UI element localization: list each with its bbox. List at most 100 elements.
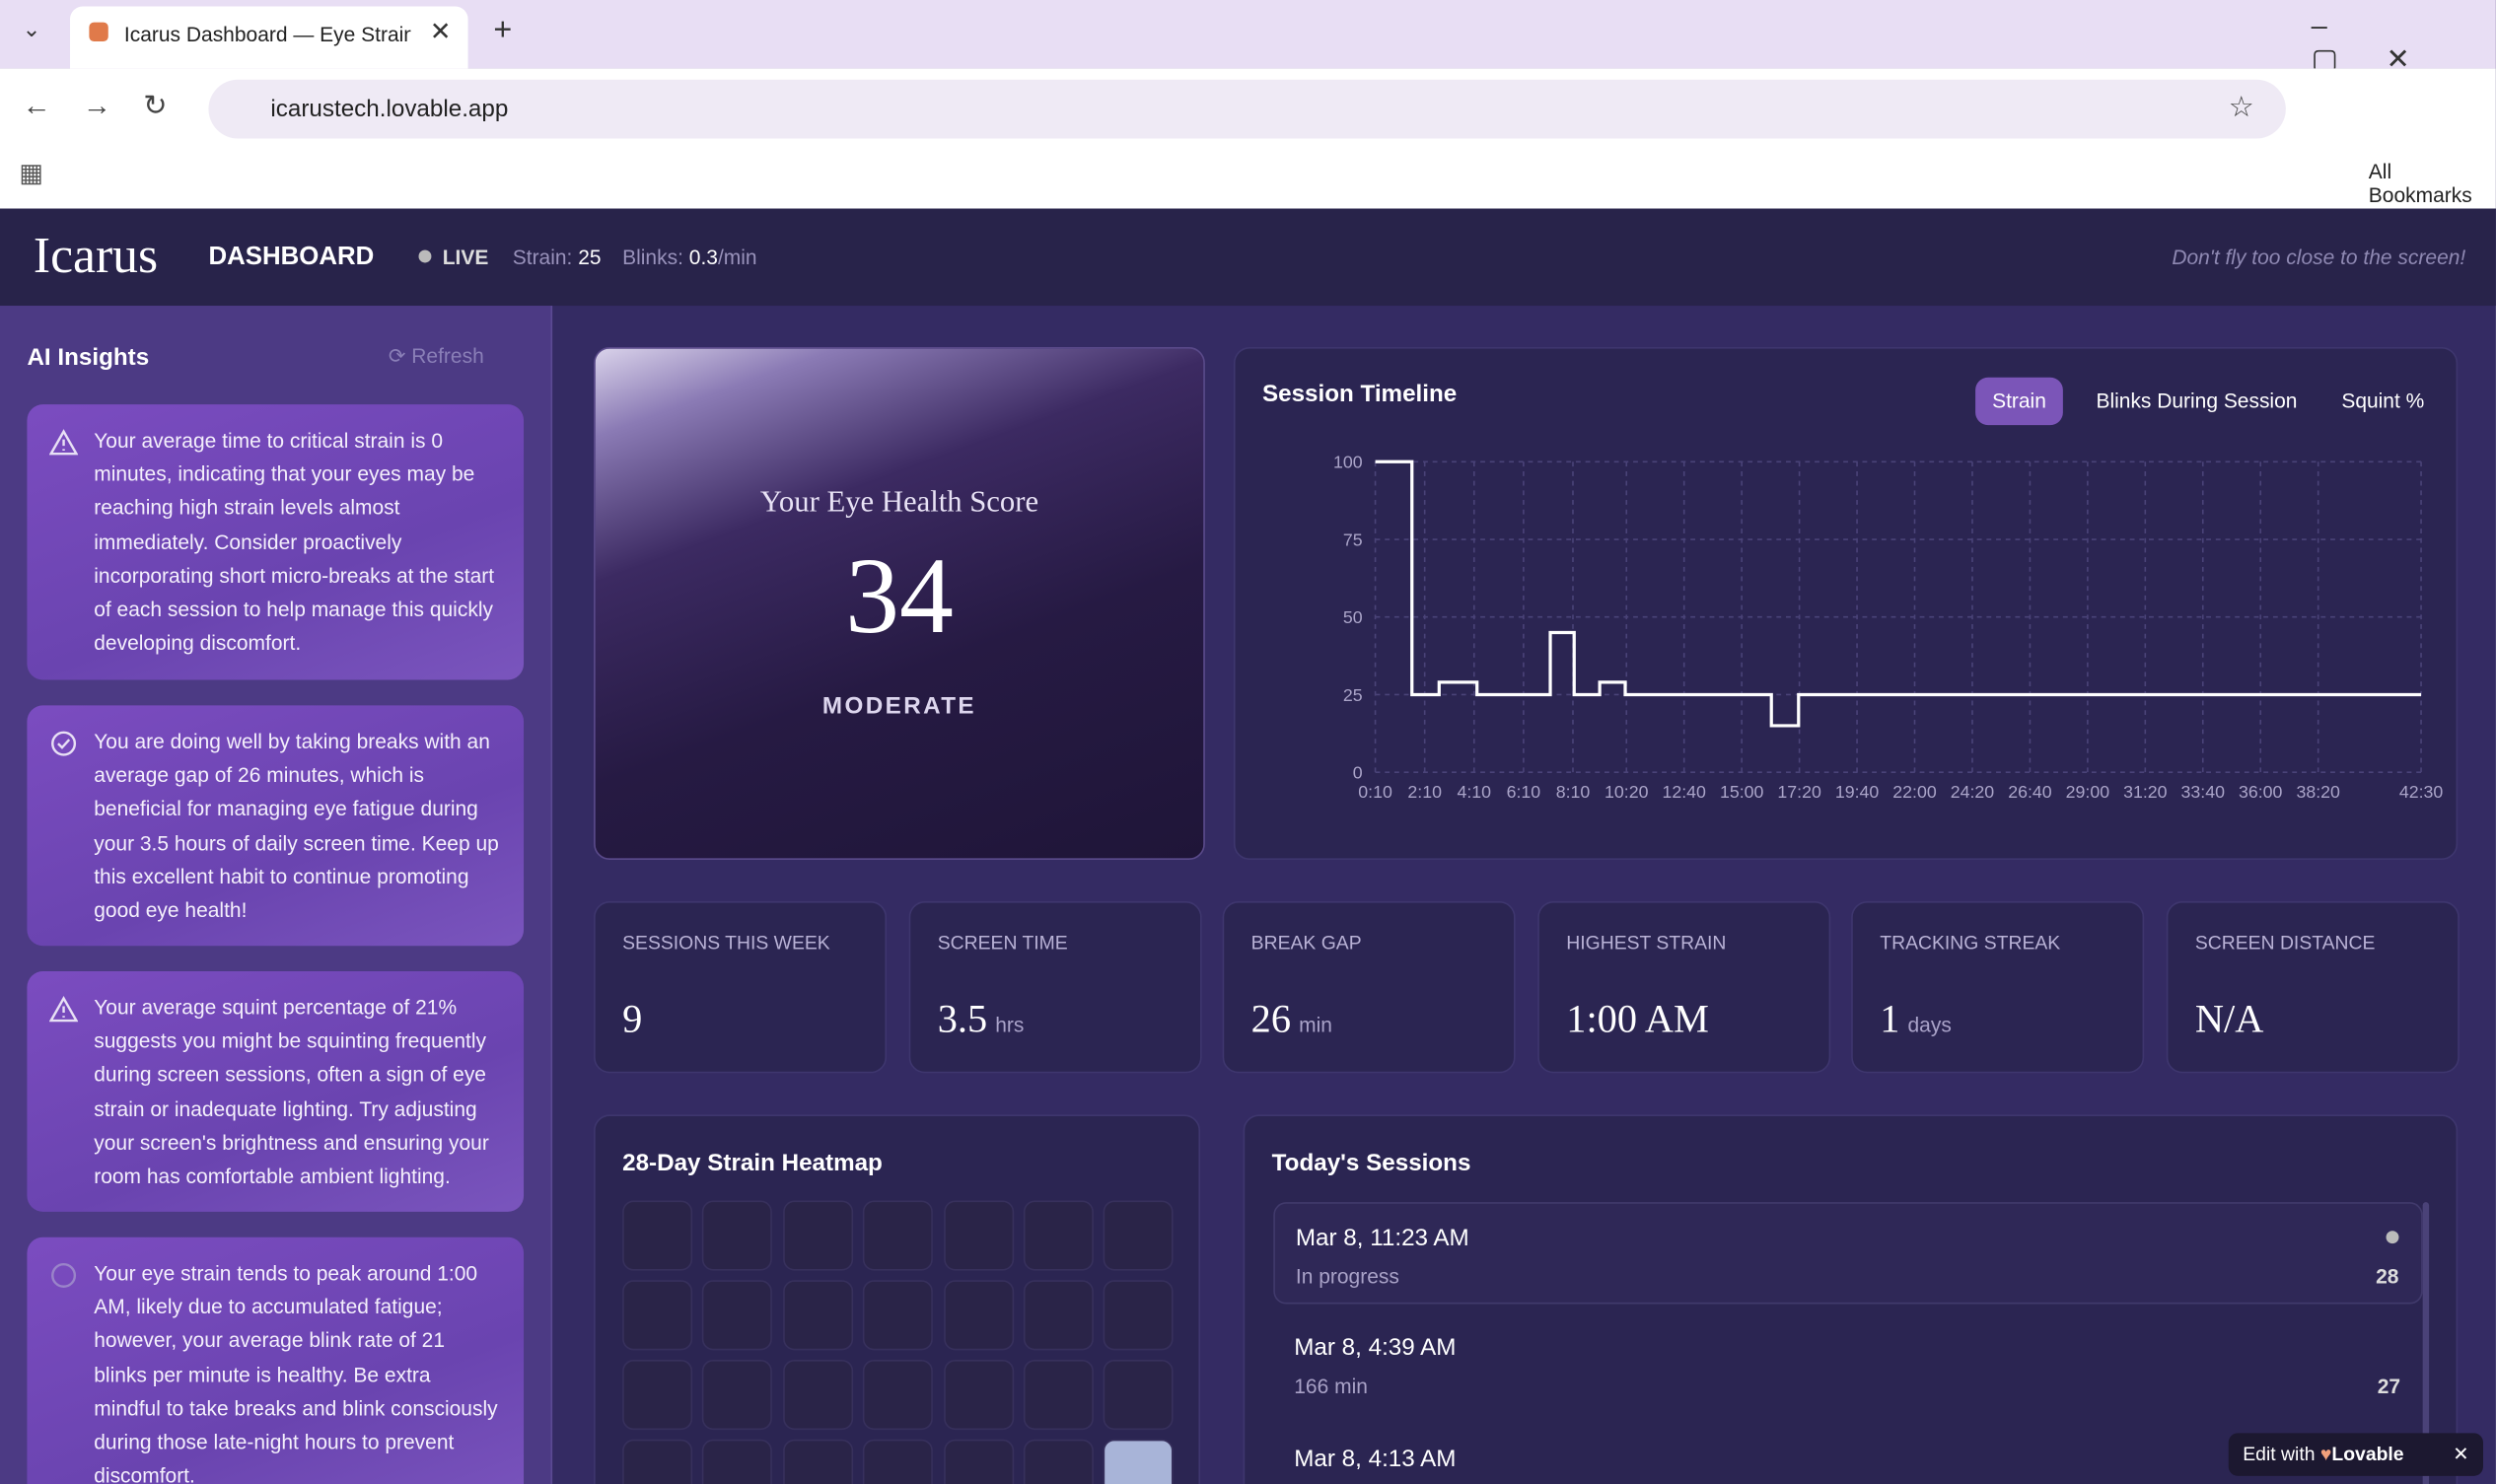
strain-label: Strain: bbox=[512, 245, 573, 269]
heatmap-cell[interactable] bbox=[702, 1200, 773, 1271]
x-tick-label: 24:20 bbox=[1951, 782, 1995, 802]
stat-card: SCREEN DISTANCE N/A bbox=[2166, 900, 2460, 1074]
heatmap-cell[interactable] bbox=[702, 1439, 773, 1484]
heatmap-cell[interactable] bbox=[943, 1360, 1014, 1431]
strain-value: 25 bbox=[578, 245, 602, 269]
x-tick-label: 15:00 bbox=[1720, 782, 1764, 802]
tab-close[interactable]: ✕ bbox=[429, 19, 452, 46]
heatmap-cell[interactable] bbox=[622, 1200, 693, 1271]
stat-number: 26 bbox=[1250, 998, 1292, 1042]
heatmap-cell[interactable] bbox=[1104, 1280, 1175, 1351]
session-time: Mar 8, 4:13 AM bbox=[1294, 1446, 1457, 1473]
tab[interactable] bbox=[70, 6, 468, 69]
heatmap-cell[interactable] bbox=[1023, 1439, 1094, 1484]
bookmarks[interactable]: All Bookmarks bbox=[2368, 159, 2472, 207]
heatmap-cell[interactable] bbox=[1023, 1360, 1094, 1431]
heatmap-cell[interactable] bbox=[943, 1280, 1014, 1351]
x-tick-label: 29:00 bbox=[2066, 782, 2110, 802]
stat-label: TRACKING STREAK bbox=[1880, 931, 2061, 954]
insight-card: Your average time to critical strain is … bbox=[27, 404, 525, 680]
favicon bbox=[89, 22, 108, 41]
heatmap-cell[interactable] bbox=[1023, 1280, 1094, 1351]
heatmap-cell[interactable] bbox=[782, 1280, 853, 1351]
heatmap-cell[interactable] bbox=[702, 1360, 773, 1431]
x-tick-label: 19:40 bbox=[1835, 782, 1880, 802]
y-tick-label: 50 bbox=[1343, 607, 1363, 627]
window-controls[interactable]: –▢✕ bbox=[2311, 9, 2459, 75]
chart-tab[interactable]: Squint % bbox=[2341, 389, 2424, 412]
apps-icon[interactable]: ▦ bbox=[19, 161, 43, 188]
heatmap-cell[interactable] bbox=[1104, 1200, 1175, 1271]
blinks-value: 0.3 bbox=[688, 245, 718, 269]
x-tick-label: 6:10 bbox=[1507, 782, 1541, 802]
heatmap-cell[interactable] bbox=[1023, 1200, 1094, 1271]
bookmark-star[interactable]: ☆ bbox=[2228, 91, 2254, 123]
stat-value: 9 bbox=[622, 998, 642, 1042]
x-tick-label: 12:40 bbox=[1663, 782, 1707, 802]
x-tick-label: 31:20 bbox=[2123, 782, 2168, 802]
nav-buttons[interactable]: ←→↻ bbox=[22, 89, 199, 121]
session-status: 166 min bbox=[1294, 1374, 1368, 1398]
new-tab[interactable]: + bbox=[493, 12, 513, 48]
stat-label: BREAK GAP bbox=[1250, 931, 1362, 954]
stat-unit: days bbox=[1907, 1013, 1952, 1037]
x-tick-label: 2:10 bbox=[1407, 782, 1442, 802]
strain-stat: Strain: 25 bbox=[513, 246, 602, 269]
blinks-stat: Blinks: 0.3/min bbox=[622, 246, 756, 269]
stat-card: SESSIONS THIS WEEK 9 bbox=[594, 900, 888, 1074]
heatmap-cell[interactable] bbox=[863, 1439, 934, 1484]
x-tick-label: 0:10 bbox=[1358, 782, 1392, 802]
stat-value: N/A bbox=[2195, 998, 2264, 1042]
stat-unit: min bbox=[1299, 1013, 1332, 1037]
heatmap-cell[interactable] bbox=[1104, 1360, 1175, 1431]
sessions-card: Today's Sessions Mar 8, 11:23 AM In progr… bbox=[1243, 1114, 2459, 1484]
stat-label: SCREEN TIME bbox=[937, 931, 1068, 954]
heatmap-cell[interactable] bbox=[863, 1360, 934, 1431]
heatmap-cell[interactable] bbox=[622, 1280, 693, 1351]
session-row[interactable]: Mar 8, 11:23 AM In progress 28 bbox=[1273, 1202, 2423, 1305]
logo[interactable]: Icarus bbox=[33, 226, 159, 284]
heatmap-cell[interactable] bbox=[782, 1360, 853, 1431]
heatmap-cell[interactable] bbox=[943, 1439, 1014, 1484]
stat-label: SESSIONS THIS WEEK bbox=[622, 931, 830, 954]
tab-active[interactable] bbox=[1975, 377, 2063, 426]
stat-value: 26 min bbox=[1251, 998, 1332, 1042]
lovable-badge[interactable]: Edit with ♥Lovable ✕ bbox=[2228, 1433, 2483, 1476]
url: icarustech.lovable.app bbox=[270, 95, 509, 123]
sessions-title: Today's Sessions bbox=[1271, 1149, 1471, 1177]
session-row[interactable]: Mar 8, 4:13 AM bbox=[1273, 1425, 2422, 1484]
badge-brand: Lovable bbox=[2331, 1443, 2404, 1465]
badge-text: Edit with bbox=[2243, 1443, 2316, 1465]
tab-title: Icarus Dashboard — Eye Strain bbox=[123, 22, 411, 46]
heatmap-cell[interactable] bbox=[1104, 1439, 1175, 1484]
y-tick-label: 25 bbox=[1343, 685, 1363, 705]
stat-card: TRACKING STREAK 1 days bbox=[1851, 900, 2145, 1074]
refresh-button[interactable]: ⟳ Refresh bbox=[388, 343, 484, 369]
insight-text: You are doing well by taking breaks with… bbox=[94, 729, 499, 922]
heatmap-cell[interactable] bbox=[782, 1439, 853, 1484]
session-time: Mar 8, 11:23 AM bbox=[1295, 1224, 1469, 1252]
heatmap-cell[interactable] bbox=[863, 1280, 934, 1351]
blinks-label: Blinks: bbox=[622, 245, 683, 269]
heatmap-cell[interactable] bbox=[622, 1360, 693, 1431]
warning-icon bbox=[49, 429, 79, 456]
heatmap-cell[interactable] bbox=[943, 1200, 1014, 1271]
stat-card: BREAK GAP 26 min bbox=[1222, 900, 1516, 1074]
address-bar[interactable] bbox=[208, 79, 2286, 139]
insight-card: Your average squint percentage of 21% su… bbox=[27, 971, 525, 1212]
heatmap-cell[interactable] bbox=[863, 1200, 934, 1271]
score-level: MODERATE bbox=[821, 692, 977, 720]
x-tick-label: 42:30 bbox=[2399, 782, 2444, 802]
chart-tab[interactable]: Blinks During Session bbox=[2096, 389, 2297, 412]
heatmap-cell[interactable] bbox=[782, 1200, 853, 1271]
chart-tab[interactable]: Strain bbox=[1992, 389, 2046, 412]
heatmap-cell[interactable] bbox=[702, 1280, 773, 1351]
app-header bbox=[0, 208, 2496, 307]
session-row[interactable]: Mar 8, 4:39 AM 166 min 27 bbox=[1273, 1313, 2422, 1415]
scrollbar[interactable] bbox=[2422, 1202, 2430, 1484]
x-tick-label: 38:20 bbox=[2296, 782, 2340, 802]
check-icon bbox=[51, 731, 77, 756]
session-score: 28 bbox=[2376, 1264, 2399, 1289]
tab-menu[interactable]: ⌄ bbox=[22, 16, 41, 41]
heatmap-cell[interactable] bbox=[622, 1439, 693, 1484]
